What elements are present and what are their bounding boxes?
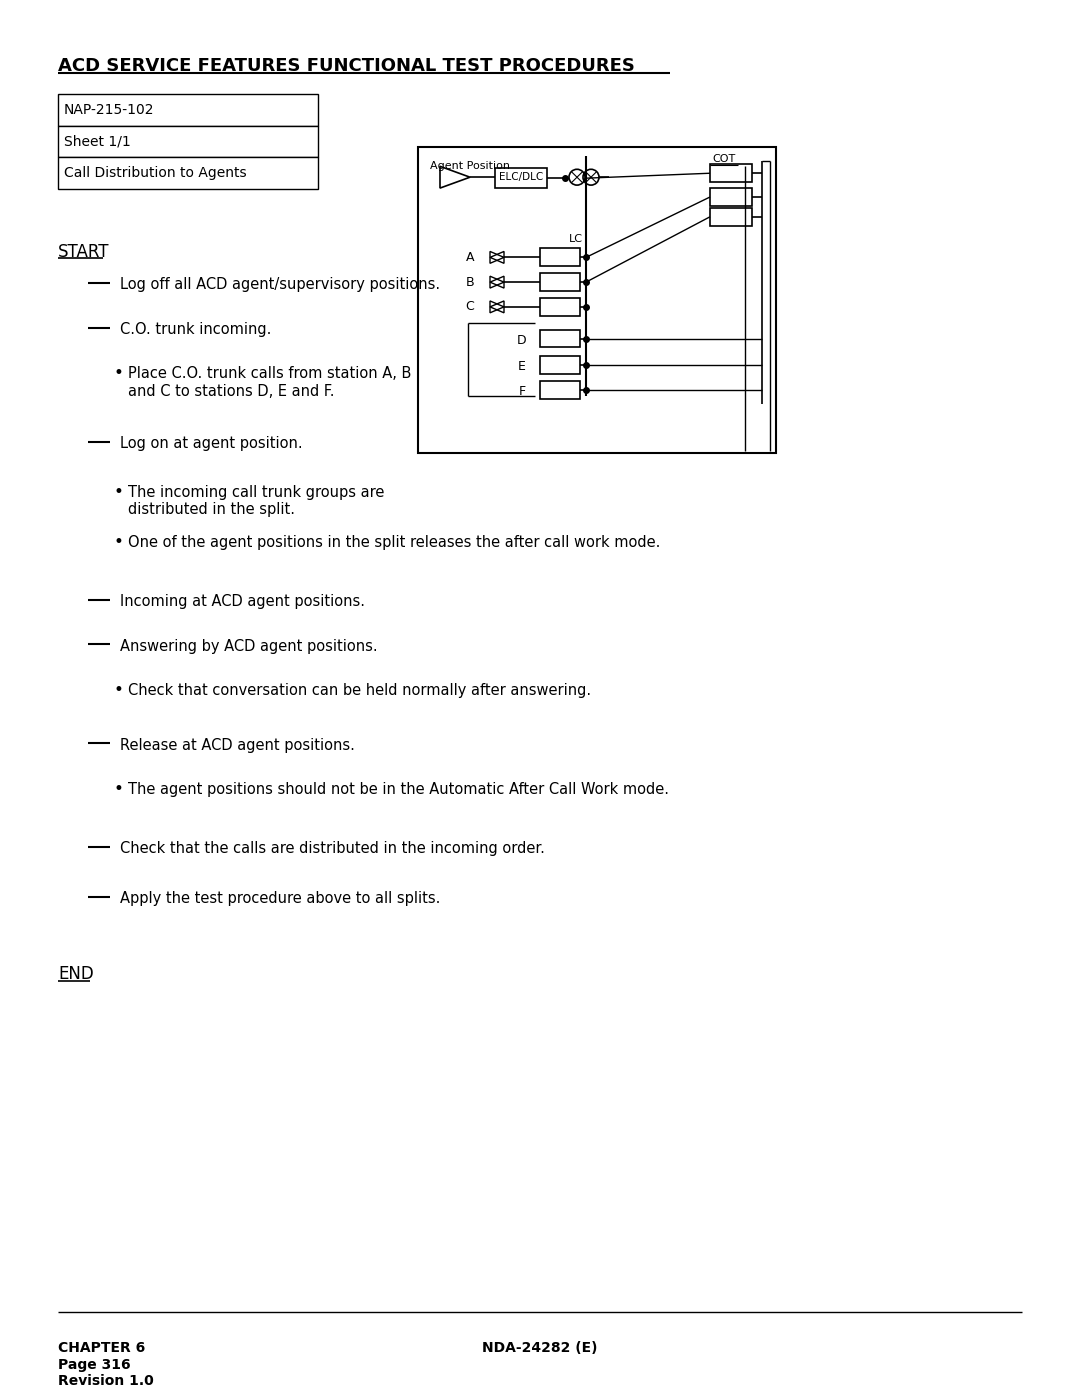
Text: LC: LC (569, 233, 583, 243)
Text: ELC/DLC: ELC/DLC (499, 172, 543, 182)
Text: Check that the calls are distributed in the incoming order.: Check that the calls are distributed in … (120, 841, 545, 856)
Text: The incoming call trunk groups are
distributed in the split.: The incoming call trunk groups are distr… (129, 485, 384, 517)
Text: B: B (465, 275, 474, 289)
Text: Place C.O. trunk calls from station A, B
and C to stations D, E and F.: Place C.O. trunk calls from station A, B… (129, 366, 411, 398)
Text: •: • (114, 532, 124, 550)
Text: Answering by ACD agent positions.: Answering by ACD agent positions. (120, 638, 378, 654)
Text: •: • (114, 483, 124, 502)
Text: D: D (516, 334, 526, 346)
Bar (58, 158, 318, 189)
Text: COT: COT (713, 155, 735, 165)
Text: ACD SERVICE FEATURES FUNCTIONAL TEST PROCEDURES: ACD SERVICE FEATURES FUNCTIONAL TEST PRO… (58, 57, 635, 75)
Text: Agent Position: Agent Position (430, 162, 510, 172)
Text: C: C (465, 300, 474, 313)
Bar (540, 274, 580, 291)
Text: Log off all ACD agent/supervisory positions.: Log off all ACD agent/supervisory positi… (120, 277, 441, 292)
Text: Check that conversation can be held normally after answering.: Check that conversation can be held norm… (129, 683, 591, 698)
Bar (540, 298, 580, 316)
Bar (58, 126, 318, 158)
Text: Apply the test procedure above to all splits.: Apply the test procedure above to all sp… (120, 891, 441, 905)
Bar (710, 165, 752, 182)
Bar (495, 168, 546, 189)
Text: E: E (518, 360, 526, 373)
Bar (418, 147, 777, 454)
Text: START: START (58, 243, 109, 260)
Text: Call Distribution to Agents: Call Distribution to Agents (64, 166, 246, 180)
Text: CHAPTER 6
Page 316
Revision 1.0: CHAPTER 6 Page 316 Revision 1.0 (58, 1341, 153, 1387)
Text: C.O. trunk incoming.: C.O. trunk incoming. (120, 321, 271, 337)
Text: NAP-215-102: NAP-215-102 (64, 103, 154, 117)
Bar (540, 249, 580, 267)
Bar (540, 381, 580, 400)
Text: A: A (465, 251, 474, 264)
Text: •: • (114, 365, 124, 383)
Text: NDA-24282 (E): NDA-24282 (E) (483, 1341, 597, 1355)
Text: •: • (114, 682, 124, 698)
Text: Incoming at ACD agent positions.: Incoming at ACD agent positions. (120, 594, 365, 609)
Bar (540, 330, 580, 348)
Bar (58, 94, 318, 126)
Text: Release at ACD agent positions.: Release at ACD agent positions. (120, 738, 355, 753)
Text: The agent positions should not be in the Automatic After Call Work mode.: The agent positions should not be in the… (129, 782, 669, 798)
Text: Log on at agent position.: Log on at agent position. (120, 436, 302, 451)
Text: END: END (58, 965, 94, 983)
Text: One of the agent positions in the split releases the after call work mode.: One of the agent positions in the split … (129, 535, 660, 549)
Bar (540, 356, 580, 374)
Text: •: • (114, 780, 124, 798)
Text: Sheet 1/1: Sheet 1/1 (64, 134, 131, 148)
Bar (710, 208, 752, 226)
Text: F: F (518, 386, 526, 398)
Bar (710, 189, 752, 205)
